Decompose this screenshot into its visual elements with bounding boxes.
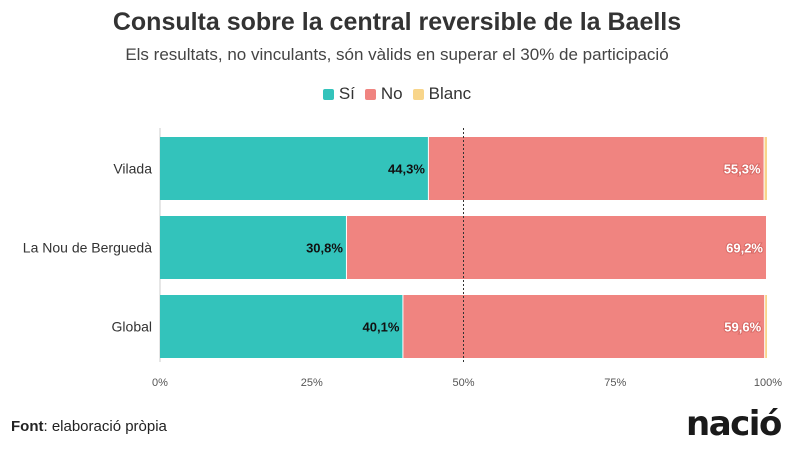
category-label: Global xyxy=(112,319,152,335)
category-label: Vilada xyxy=(113,161,152,177)
legend-item-si[interactable]: Sí xyxy=(322,84,355,104)
bar-s xyxy=(160,216,346,279)
brand-logo: nació xyxy=(686,404,782,444)
legend-label-blanc: Blanc xyxy=(428,84,472,103)
legend-swatch-si xyxy=(322,88,334,100)
bar-blanc xyxy=(765,295,767,358)
data-label-si: 44,3% xyxy=(388,162,425,177)
legend-label-no: No xyxy=(380,84,403,103)
data-label-no: 69,2% xyxy=(726,241,763,256)
bar-no xyxy=(346,216,766,279)
chart-title: Consulta sobre la central reversible de … xyxy=(112,8,682,36)
source-label: Font xyxy=(11,418,44,435)
chart-legend: Sí No Blanc xyxy=(0,84,794,104)
source-note: Font: elaboració pròpia xyxy=(11,418,167,435)
data-label-no: 59,6% xyxy=(724,320,761,335)
x-tick-label: 25% xyxy=(301,377,323,389)
x-tick-label: 100% xyxy=(754,377,782,389)
legend-swatch-blanc xyxy=(412,88,424,100)
data-label-si: 30,8% xyxy=(306,241,343,256)
bar-s xyxy=(160,137,428,200)
x-tick-label: 50% xyxy=(452,377,474,389)
source-text: : elaboració pròpia xyxy=(43,418,167,435)
bar-blanc xyxy=(764,137,767,200)
category-label: La Nou de Berguedà xyxy=(23,240,152,256)
chart-subtitle: Els resultats, no vinculants, són vàlids… xyxy=(125,45,669,64)
data-label-no: 55,3% xyxy=(724,162,761,177)
x-tick-label: 0% xyxy=(152,377,168,389)
bar-no xyxy=(403,295,765,358)
bar-s xyxy=(160,295,403,358)
data-label-si: 40,1% xyxy=(363,320,400,335)
bar-no xyxy=(428,137,764,200)
legend-swatch-no xyxy=(364,88,376,100)
x-tick-label: 75% xyxy=(604,377,626,389)
legend-item-no[interactable]: No xyxy=(364,84,403,104)
legend-label-si: Sí xyxy=(338,84,355,103)
legend-item-blanc[interactable]: Blanc xyxy=(412,84,472,104)
